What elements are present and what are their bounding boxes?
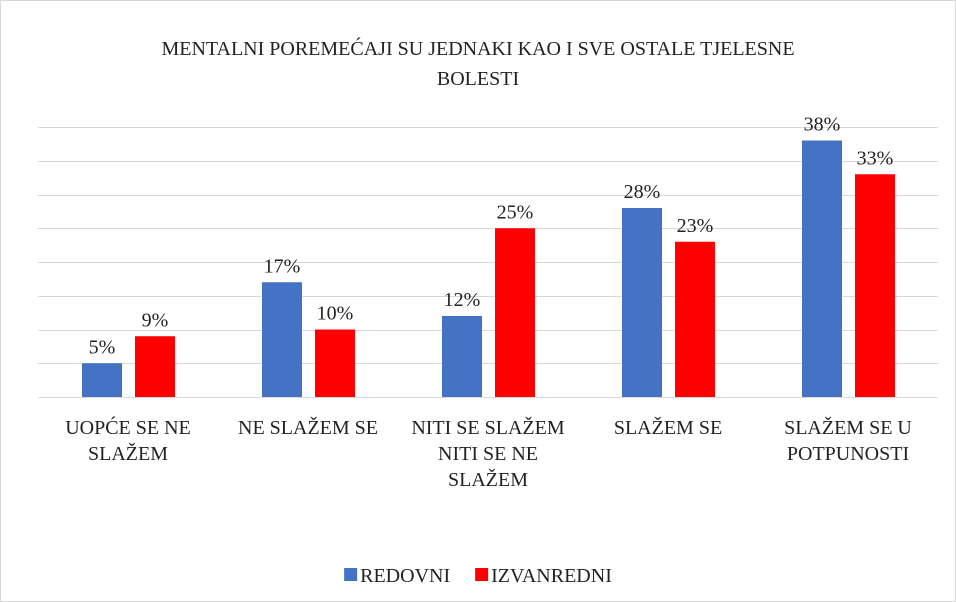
data-label: 12% [444, 289, 481, 311]
x-tick-label: SLAŽEM SE U POTPUNOSTI [784, 416, 912, 465]
bar [135, 336, 175, 397]
x-tick-label: UOPĆE SE NE SLAŽEM [65, 415, 191, 465]
bar [82, 363, 122, 397]
legend-swatch [475, 568, 489, 581]
bar [802, 140, 842, 397]
data-label: 33% [857, 147, 894, 169]
data-label: 5% [89, 336, 116, 358]
data-label: 25% [497, 201, 534, 223]
chart-title: MENTALNI POREMEĆAJI SU JEDNAKI KAO I SVE… [161, 36, 794, 90]
x-tick-label: SLAŽEM SE [614, 416, 722, 439]
legend-label: IZVANREDNI [491, 565, 612, 587]
legend-swatch [344, 568, 358, 581]
data-label: 38% [804, 114, 841, 136]
bar [442, 316, 482, 397]
bar [675, 241, 715, 397]
bar [315, 329, 355, 397]
bar [262, 282, 302, 397]
data-label: 9% [142, 309, 169, 331]
bar [495, 228, 535, 397]
legend-label: REDOVNI [360, 565, 450, 587]
x-tick-label: NE SLAŽEM SE [238, 416, 378, 439]
data-label: 28% [624, 181, 661, 203]
data-label: 10% [317, 303, 354, 325]
x-tick-label: NITI SE SLAŽEM NITI SE NE SLAŽEM [411, 416, 565, 491]
data-label: 17% [264, 255, 301, 277]
bar [855, 174, 895, 397]
data-label: 23% [677, 215, 714, 237]
bar [622, 208, 662, 397]
